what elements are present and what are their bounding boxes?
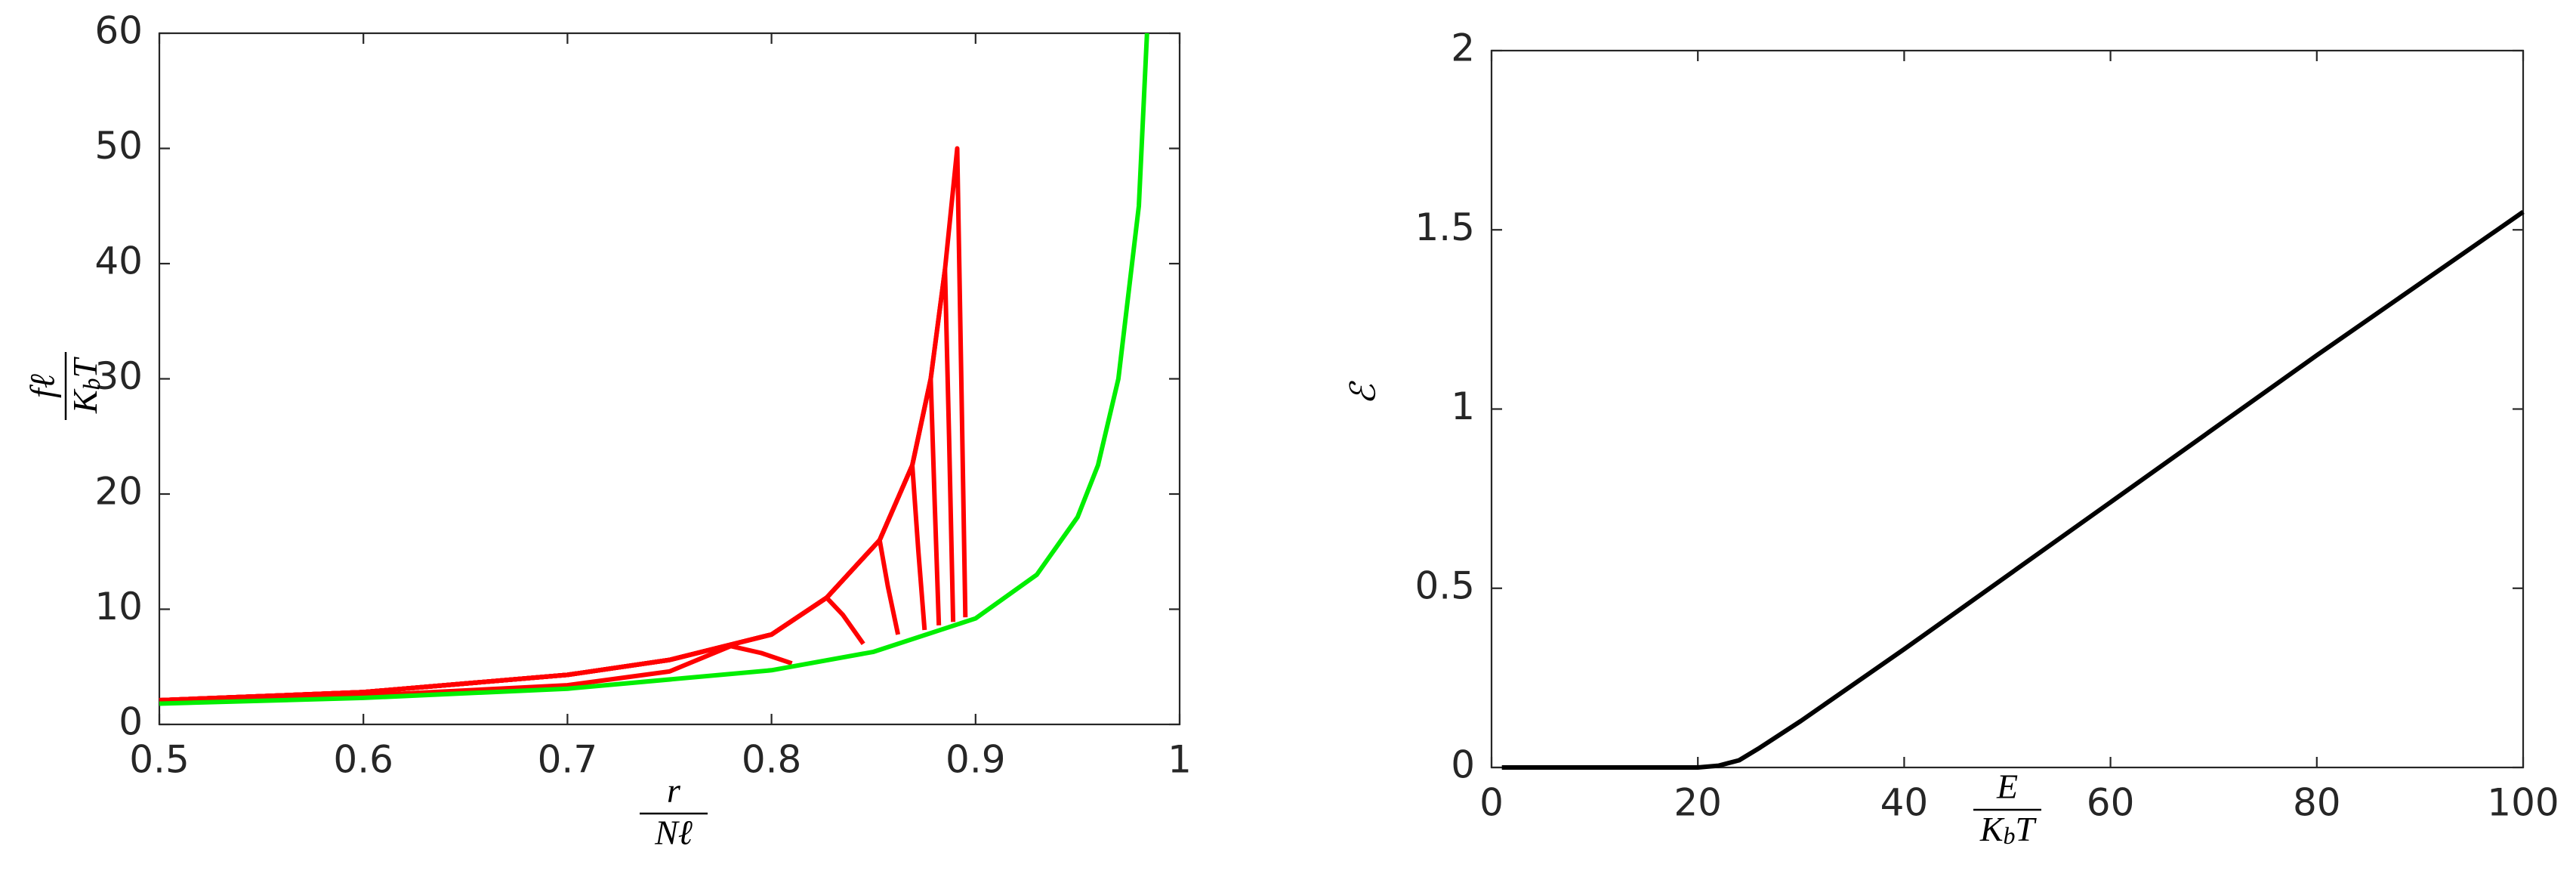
label-part: b bbox=[2004, 822, 2016, 849]
x-tick-label: 1 bbox=[1168, 738, 1192, 782]
y-tick-label: 0 bbox=[119, 700, 143, 744]
x-tick-label: 0 bbox=[1479, 781, 1504, 825]
label-numerator: r bbox=[667, 771, 681, 810]
label-part: K bbox=[66, 388, 104, 414]
label-numerator: fℓ bbox=[23, 373, 62, 398]
data-line bbox=[159, 376, 942, 703]
y-tick-label: 10 bbox=[94, 585, 143, 628]
data-line bbox=[159, 32, 1149, 706]
label-denominator: Nℓ bbox=[654, 814, 693, 852]
label-denominator: KbT bbox=[66, 356, 106, 414]
x-tick-label: 0.5 bbox=[129, 738, 190, 782]
label-part: b bbox=[78, 378, 105, 390]
y-tick-label: 1 bbox=[1451, 384, 1475, 428]
x-tick-label: 40 bbox=[1880, 781, 1929, 825]
y-label: ℰ bbox=[1344, 381, 1383, 405]
y-tick-label: 30 bbox=[94, 354, 143, 398]
x-tick-label: 0.7 bbox=[538, 738, 598, 782]
x-tick-label: 0.6 bbox=[333, 738, 393, 782]
data-line bbox=[1501, 210, 2525, 770]
x-tick-label: 60 bbox=[2087, 781, 2135, 825]
y-label-text: ℰ bbox=[1344, 381, 1383, 405]
x-tick-label: 100 bbox=[2487, 781, 2559, 825]
x-tick-label: 0.9 bbox=[946, 738, 1006, 782]
x-tick-label: 20 bbox=[1674, 781, 1722, 825]
y-tick-label: 0.5 bbox=[1414, 564, 1475, 607]
label-numerator: E bbox=[1996, 767, 2018, 806]
axes-box bbox=[158, 32, 1181, 726]
y-tick-label: 50 bbox=[94, 124, 143, 168]
data-line bbox=[159, 267, 956, 703]
data-line bbox=[159, 146, 968, 703]
label-part: T bbox=[66, 356, 104, 378]
y-tick-label: 0 bbox=[1451, 743, 1475, 787]
label-part: T bbox=[2016, 810, 2038, 848]
y-tick-label: 40 bbox=[94, 239, 143, 283]
y-tick-label: 1.5 bbox=[1414, 205, 1475, 249]
y-tick-label: 20 bbox=[94, 470, 143, 514]
axes-box bbox=[1490, 49, 2525, 769]
y-tick-label: 60 bbox=[94, 9, 143, 53]
label-denominator: KbT bbox=[1979, 810, 2038, 850]
label-part: K bbox=[1979, 810, 2005, 848]
x-tick-label: 80 bbox=[2293, 781, 2341, 825]
data-line bbox=[159, 595, 865, 703]
y-tick-label: 2 bbox=[1451, 26, 1475, 70]
x-tick-label: 0.8 bbox=[742, 738, 802, 782]
